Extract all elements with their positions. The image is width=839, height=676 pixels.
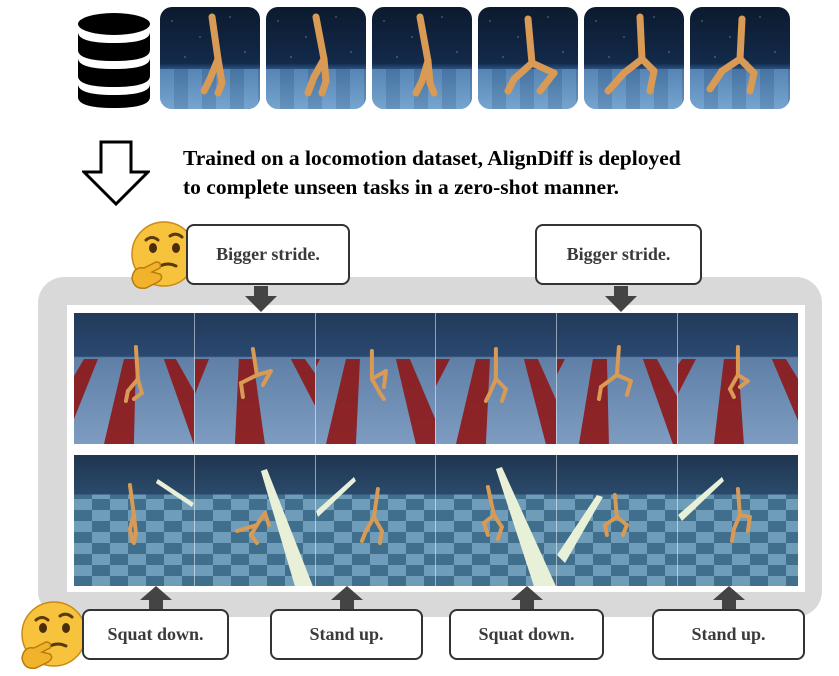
- posture-frame: [315, 455, 437, 586]
- instruction-squat-down: Squat down.: [449, 609, 604, 660]
- arrow-up-icon: [511, 586, 543, 612]
- dataset-frame: [266, 7, 366, 109]
- posture-task-row: [74, 455, 798, 586]
- arrow-up-icon: [713, 586, 745, 612]
- posture-frame: [194, 455, 316, 586]
- stride-frame: [74, 313, 195, 444]
- stride-frame: [678, 313, 798, 444]
- instruction-stand-up: Stand up.: [270, 609, 423, 660]
- instruction-bigger-stride: Bigger stride.: [186, 224, 350, 285]
- caption-line-1: Trained on a locomotion dataset, AlignDi…: [183, 146, 681, 170]
- stride-frame: [315, 313, 437, 444]
- dataset-frame: [478, 7, 578, 109]
- arrow-up-icon: [331, 586, 363, 612]
- stride-frame: [436, 313, 558, 444]
- posture-frame: [678, 455, 798, 586]
- instruction-stand-up: Stand up.: [652, 609, 805, 660]
- dataset-frame: [690, 7, 790, 109]
- instruction-bigger-stride: Bigger stride.: [535, 224, 702, 285]
- arrow-down-icon: [605, 286, 637, 312]
- posture-frame: [557, 455, 679, 586]
- stride-frame: [557, 313, 679, 444]
- caption: Trained on a locomotion dataset, AlignDi…: [183, 144, 803, 202]
- arrow-up-icon: [140, 586, 172, 612]
- dataset-frame: [584, 7, 684, 109]
- down-arrow-icon: [82, 140, 150, 206]
- arrow-down-icon: [245, 286, 277, 312]
- posture-frame: [74, 455, 195, 586]
- dataset-filmstrip: [160, 7, 793, 109]
- dataset-frame: [160, 7, 260, 109]
- posture-frame: [436, 455, 558, 586]
- instruction-squat-down: Squat down.: [82, 609, 229, 660]
- thinking-face-icon: [21, 601, 87, 670]
- stride-task-row: [74, 313, 798, 444]
- database-icon: [78, 13, 150, 108]
- stride-frame: [194, 313, 316, 444]
- caption-line-2: to complete unseen tasks in a zero-shot …: [183, 175, 619, 199]
- dataset-frame: [372, 7, 472, 109]
